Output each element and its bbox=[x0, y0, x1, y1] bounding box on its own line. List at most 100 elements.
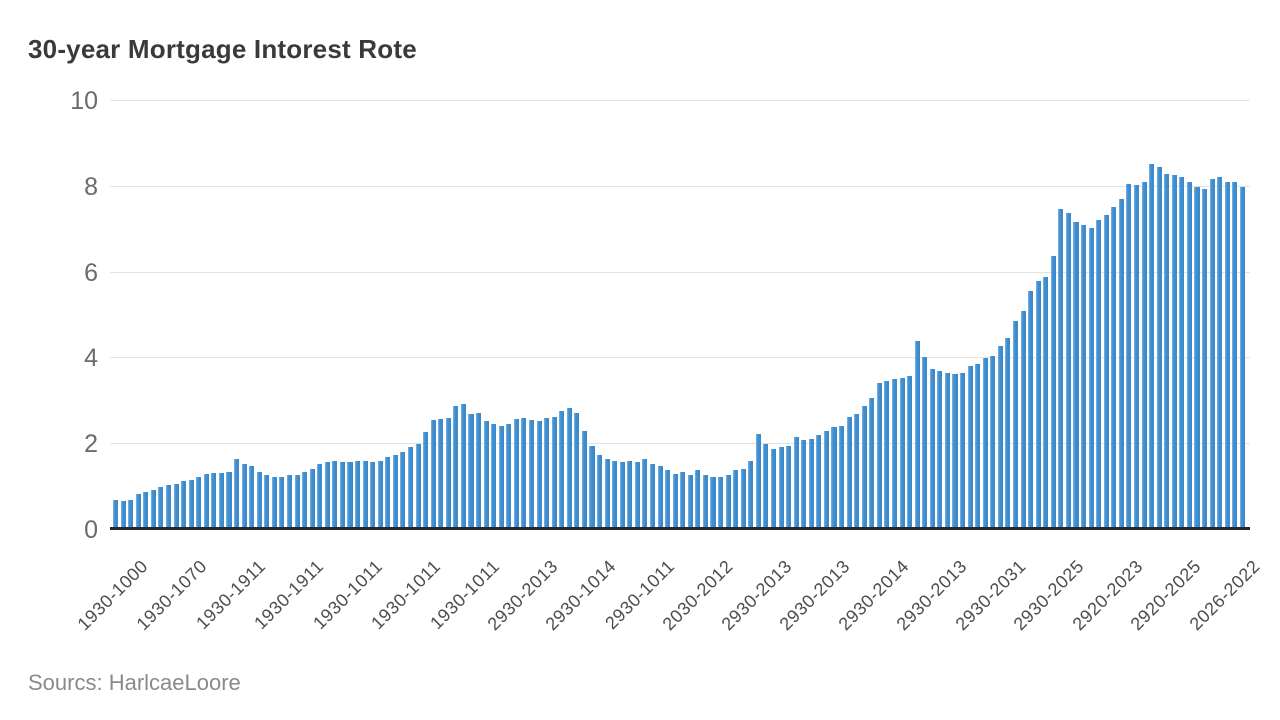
y-tick-label: 0 bbox=[84, 516, 98, 544]
bar bbox=[1103, 215, 1109, 528]
bar bbox=[158, 487, 164, 528]
bar bbox=[929, 369, 935, 528]
bar bbox=[294, 475, 300, 528]
bar bbox=[907, 376, 913, 528]
bar bbox=[1239, 186, 1245, 528]
bar bbox=[181, 481, 187, 528]
bar bbox=[657, 465, 663, 528]
bar bbox=[891, 379, 898, 528]
bar bbox=[665, 470, 671, 528]
bar bbox=[150, 490, 156, 528]
bar bbox=[1012, 321, 1019, 528]
bar bbox=[1081, 225, 1087, 528]
bar bbox=[1133, 185, 1140, 528]
bar bbox=[483, 420, 489, 528]
y-tick-label: 10 bbox=[70, 87, 98, 115]
bar bbox=[740, 469, 746, 528]
y-tick-label: 6 bbox=[84, 258, 98, 287]
source-note: Sourcs: HarlcaeLoore bbox=[28, 670, 241, 695]
bar bbox=[460, 403, 466, 528]
bar bbox=[823, 430, 829, 528]
bar bbox=[1065, 213, 1071, 528]
bar-series bbox=[113, 101, 1246, 528]
bar bbox=[997, 346, 1003, 528]
bar bbox=[551, 416, 557, 528]
bar bbox=[831, 427, 837, 528]
bar bbox=[642, 458, 648, 528]
bar bbox=[165, 485, 172, 528]
bar bbox=[430, 419, 436, 528]
bar bbox=[854, 414, 860, 528]
bar bbox=[415, 444, 421, 528]
bar bbox=[581, 430, 587, 528]
y-tick-label: 8 bbox=[84, 172, 98, 201]
bar bbox=[914, 340, 920, 528]
bar bbox=[876, 382, 882, 528]
bar bbox=[188, 480, 194, 528]
bar bbox=[302, 472, 308, 528]
bar bbox=[286, 475, 293, 528]
bar bbox=[990, 355, 996, 528]
bar bbox=[521, 418, 527, 528]
gridline bbox=[110, 357, 1250, 359]
bar bbox=[884, 380, 890, 528]
bar bbox=[370, 462, 376, 528]
bar bbox=[1179, 176, 1185, 528]
bar bbox=[491, 424, 497, 528]
bar bbox=[793, 437, 799, 528]
bar bbox=[952, 374, 958, 528]
bar bbox=[544, 418, 550, 528]
bar bbox=[1164, 173, 1170, 528]
bar bbox=[710, 477, 716, 528]
bar bbox=[1194, 186, 1200, 528]
bar bbox=[748, 460, 754, 528]
bar bbox=[967, 365, 973, 528]
bar bbox=[559, 411, 565, 528]
gridline bbox=[110, 443, 1250, 445]
bar bbox=[317, 463, 323, 528]
bar bbox=[203, 474, 209, 528]
plot-area bbox=[110, 100, 1250, 530]
y-tick-label: 2 bbox=[84, 430, 98, 459]
bar bbox=[249, 465, 255, 528]
bar bbox=[869, 397, 875, 528]
bar bbox=[135, 494, 141, 528]
chart-title: 30-year Mortgage Intorest Rote bbox=[28, 34, 417, 64]
bar bbox=[1050, 256, 1056, 528]
x-axis: 1930-1000 1930-1070 1930-1911 1930-1911 1930… bbox=[74, 556, 1264, 666]
bar bbox=[778, 447, 784, 528]
gridline bbox=[110, 100, 1250, 101]
bar bbox=[113, 500, 119, 528]
bar bbox=[1224, 182, 1230, 528]
bar bbox=[1186, 182, 1192, 528]
bar bbox=[808, 439, 814, 528]
bar bbox=[899, 377, 905, 528]
bar bbox=[438, 418, 444, 528]
bar bbox=[339, 462, 345, 528]
bar bbox=[264, 475, 270, 528]
bar bbox=[332, 460, 338, 528]
bar bbox=[1096, 220, 1102, 528]
bar bbox=[256, 472, 262, 528]
bar bbox=[612, 460, 618, 528]
bar bbox=[566, 407, 572, 528]
bar bbox=[211, 473, 217, 528]
bar bbox=[1149, 163, 1155, 528]
bar bbox=[400, 452, 406, 528]
bar bbox=[1171, 175, 1177, 528]
bar bbox=[347, 462, 353, 528]
bar bbox=[1020, 311, 1026, 528]
bar bbox=[128, 499, 134, 528]
bar bbox=[1156, 167, 1162, 528]
y-axis: 0 2 4 6 8 10 bbox=[30, 89, 98, 543]
bar bbox=[407, 447, 414, 528]
y-tick-label: 4 bbox=[84, 344, 98, 373]
bar bbox=[755, 434, 761, 528]
bar bbox=[536, 420, 542, 528]
bar bbox=[309, 469, 315, 528]
bar bbox=[975, 364, 981, 528]
bar bbox=[649, 463, 656, 528]
bar bbox=[1118, 198, 1124, 528]
bar bbox=[362, 460, 368, 528]
